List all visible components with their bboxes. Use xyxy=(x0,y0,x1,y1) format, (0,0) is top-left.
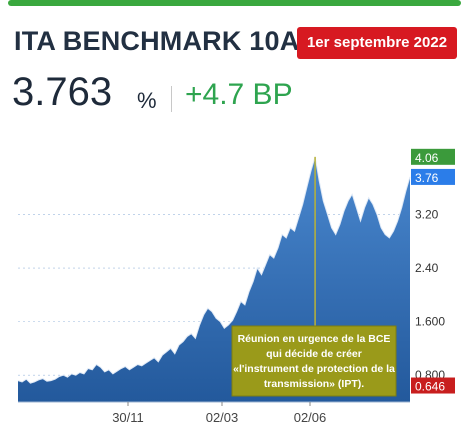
last-badge-bg xyxy=(411,168,455,185)
x-tick-label: 02/03 xyxy=(206,410,239,425)
annotation-text-line: Réunion en urgence de la BCE xyxy=(238,333,391,345)
y-tick-label: 3.20 xyxy=(415,207,439,221)
y-tick-label: 1.600 xyxy=(415,315,445,329)
price-change: +4.7 BP xyxy=(185,78,293,111)
low-badge: 0.646 xyxy=(415,380,445,394)
series-line xyxy=(17,156,411,384)
low-badge-bg xyxy=(411,377,455,394)
y-tick-label: 2.40 xyxy=(415,261,439,275)
high-badge-bg xyxy=(411,148,455,165)
annotation-text-line: qui décide de créer xyxy=(266,348,362,360)
chart-title-line: de l'Italie et de l'Allemagne xyxy=(95,175,273,192)
page-title: ITA BENCHMARK 10A xyxy=(14,26,300,56)
date-badge: 1er septembre 2022 xyxy=(297,27,457,59)
chart-title-line: Évolution du "spread" xyxy=(112,137,255,154)
chart-title-line: entre les taux des obligations à 10 ans xyxy=(56,156,312,173)
header-divider xyxy=(171,86,172,112)
annotation-text-line: transmission» (IPT). xyxy=(264,378,364,390)
annotation-text-line: «l'instrument de protection de la xyxy=(233,363,395,375)
current-price: 3.763 xyxy=(12,70,113,114)
last-badge: 3.76 xyxy=(415,171,439,185)
top-accent-bar xyxy=(8,0,461,6)
price-unit: % xyxy=(137,88,157,113)
annotation-box xyxy=(231,325,397,397)
chart-title-line: sur les 12 derniers mois xyxy=(104,194,263,211)
x-tick-label: 02/06 xyxy=(294,410,327,425)
x-tick-label: 30/11 xyxy=(112,410,144,425)
high-badge: 4.06 xyxy=(415,151,439,165)
